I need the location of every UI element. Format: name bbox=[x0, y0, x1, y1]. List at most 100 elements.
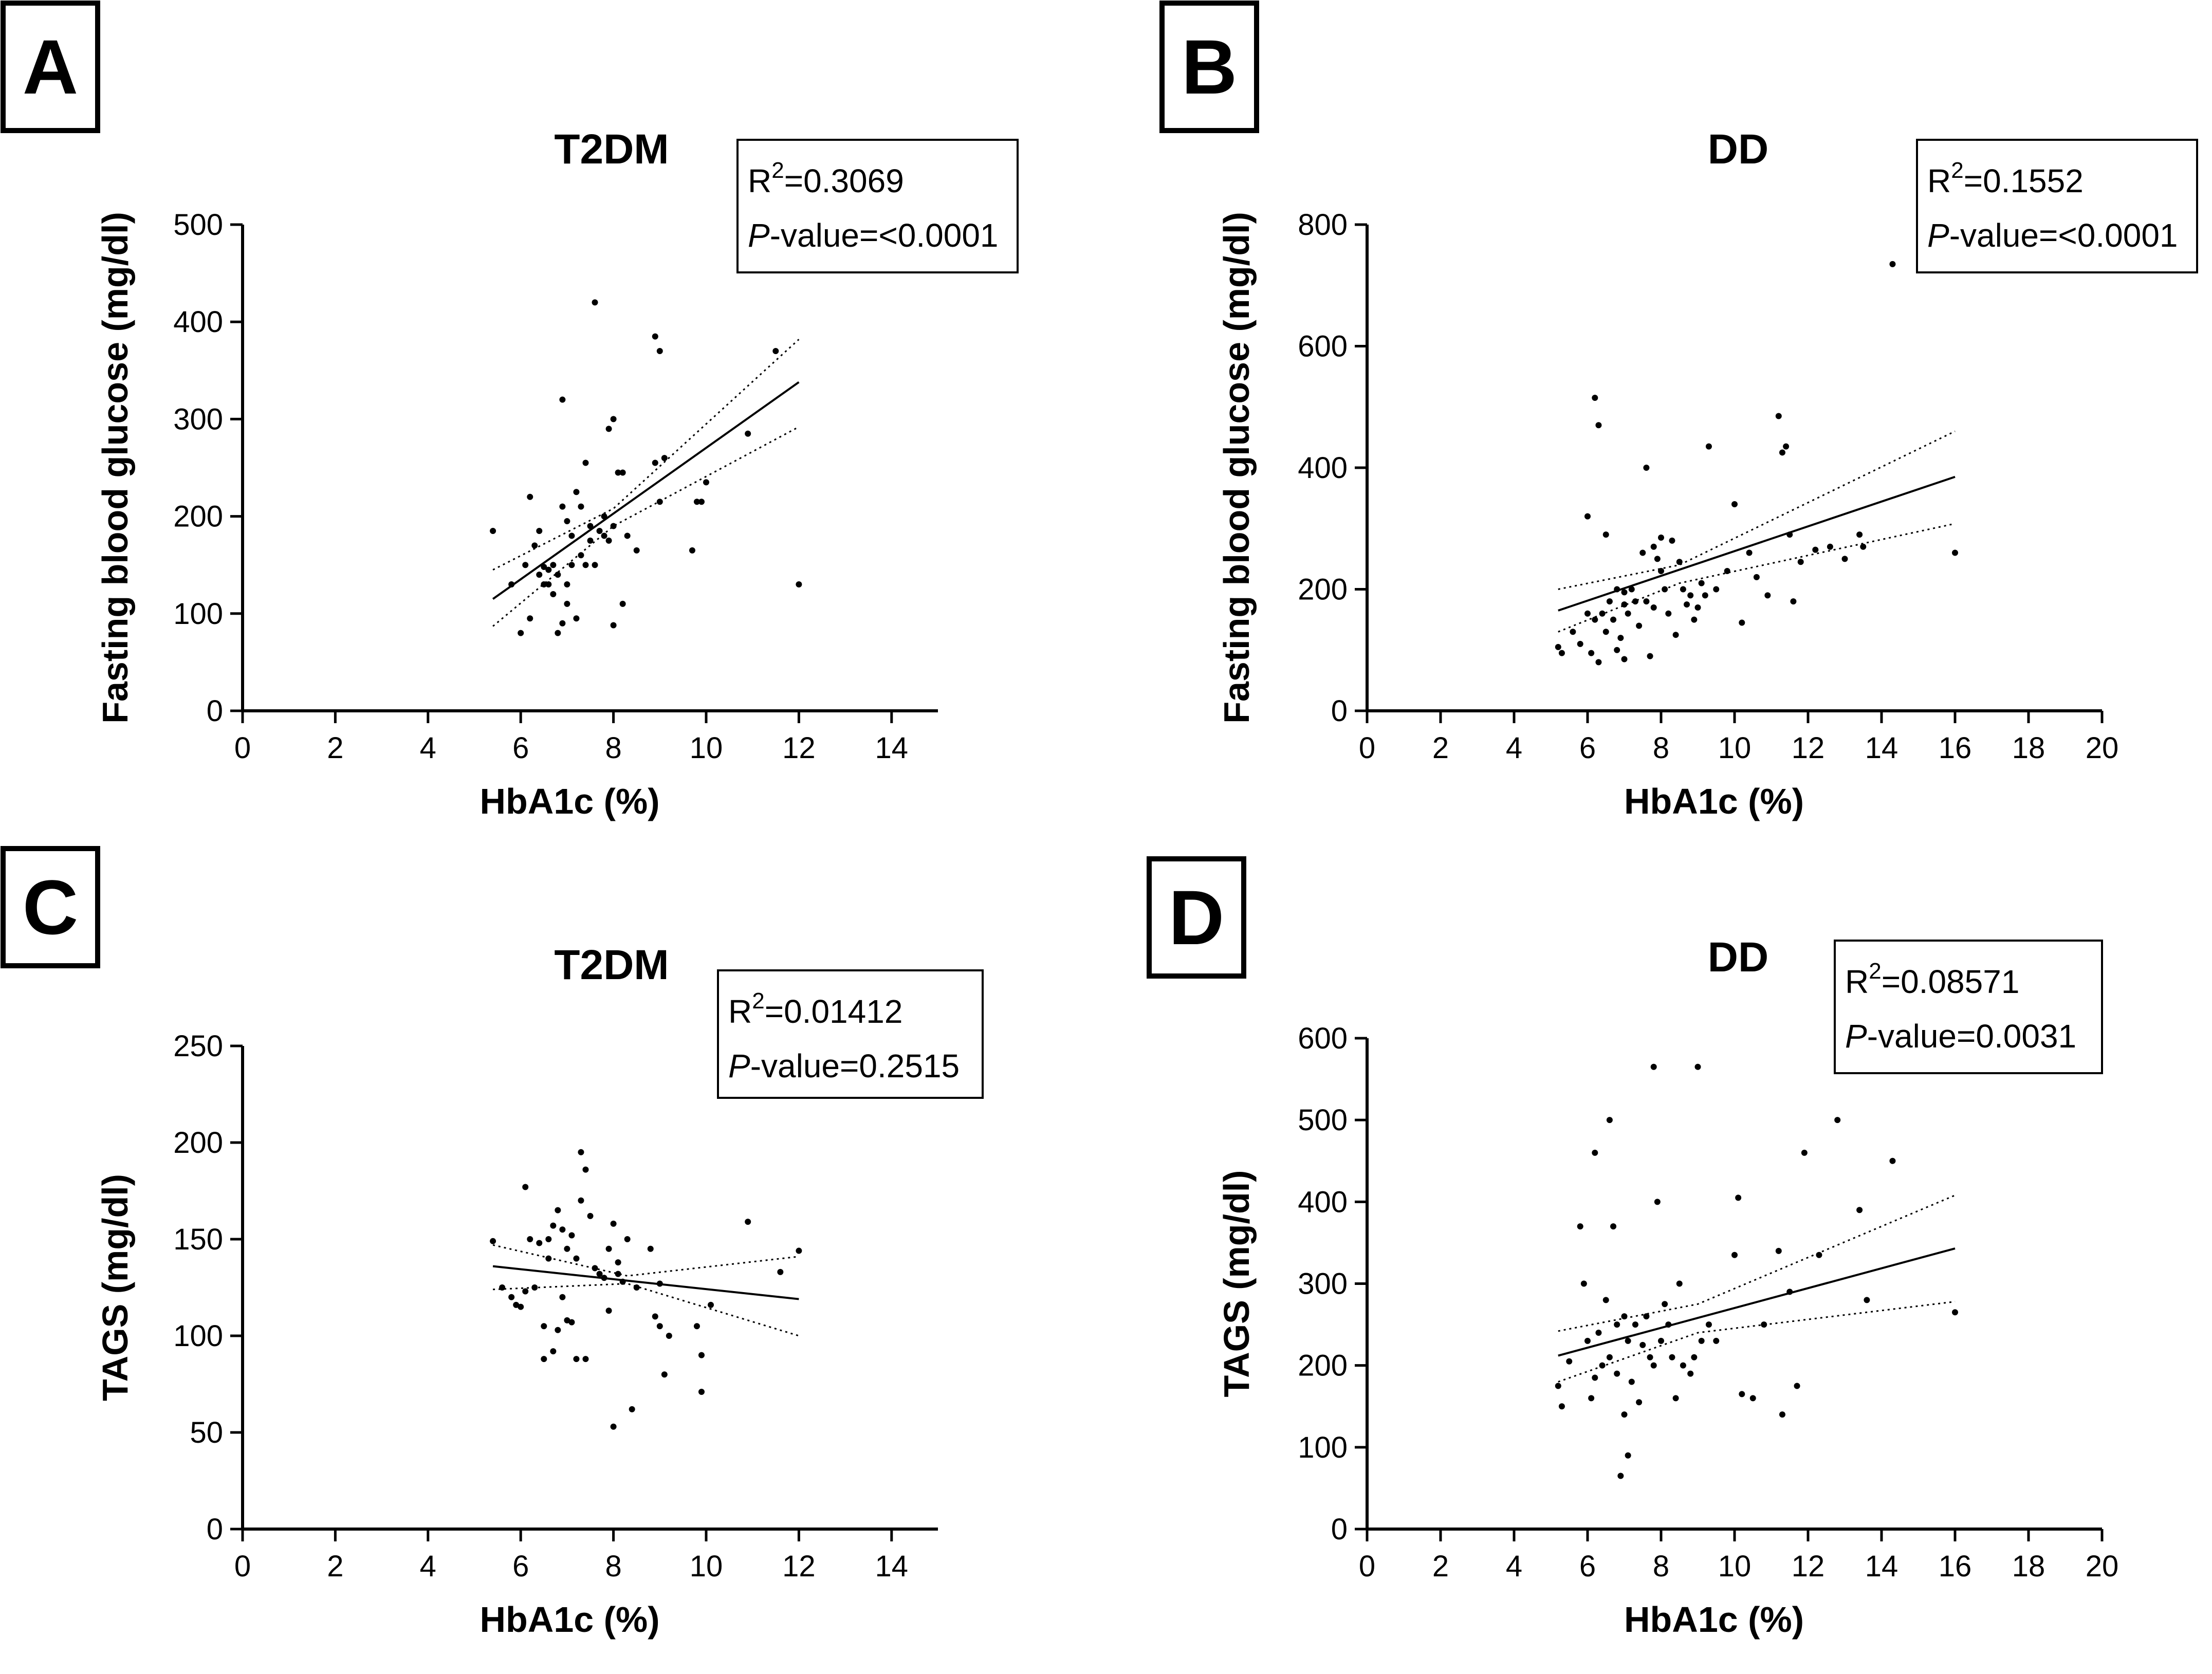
data-point bbox=[1731, 501, 1738, 507]
data-point bbox=[578, 1149, 584, 1155]
x-tick-label: 0 bbox=[1359, 731, 1375, 765]
data-point bbox=[1705, 443, 1712, 450]
data-point bbox=[559, 1226, 566, 1233]
data-point bbox=[619, 469, 626, 476]
data-point bbox=[1650, 604, 1657, 611]
regression-line bbox=[492, 1265, 799, 1300]
r-squared-label: R2=0.01412 bbox=[728, 988, 902, 1030]
panel-a: A T2DM R2=0.3069 P-value=<0.0001 0 2 4 6 8 10 12 14… bbox=[1, 1, 1019, 821]
data-point bbox=[1639, 549, 1646, 556]
data-point bbox=[536, 527, 543, 534]
data-point bbox=[564, 581, 570, 588]
data-point bbox=[1676, 1280, 1683, 1287]
data-point bbox=[1713, 1337, 1720, 1344]
data-point bbox=[578, 1197, 584, 1204]
x-tick-label: 20 bbox=[2086, 1550, 2119, 1583]
data-point bbox=[1614, 586, 1620, 593]
data-point bbox=[661, 1371, 668, 1378]
data-point bbox=[656, 499, 663, 505]
data-point bbox=[1577, 640, 1583, 647]
data-point bbox=[1632, 1321, 1638, 1328]
data-point bbox=[1786, 1289, 1793, 1295]
y-tick-label: 100 bbox=[173, 1319, 223, 1353]
data-point bbox=[587, 1212, 594, 1219]
x-tick-label: 4 bbox=[420, 1550, 436, 1583]
data-point bbox=[656, 1280, 663, 1287]
chart-title: T2DM bbox=[554, 126, 669, 173]
data-point bbox=[1856, 1207, 1863, 1213]
data-point bbox=[661, 455, 668, 462]
data-point bbox=[1735, 1194, 1742, 1201]
p-value-label: P-value=0.0031 bbox=[1845, 1018, 2076, 1055]
x-tick-label: 8 bbox=[1653, 731, 1669, 765]
data-point bbox=[1570, 629, 1576, 635]
data-point bbox=[596, 527, 603, 534]
data-point bbox=[573, 1356, 580, 1363]
y-tick-label: 0 bbox=[207, 1513, 223, 1546]
x-tick-label: 2 bbox=[327, 1550, 343, 1583]
data-point bbox=[536, 572, 543, 578]
data-point bbox=[605, 1308, 612, 1314]
data-point bbox=[1691, 616, 1698, 623]
x-tick-label: 0 bbox=[234, 731, 251, 765]
data-point bbox=[564, 1317, 570, 1323]
data-point bbox=[582, 1356, 589, 1363]
data-point bbox=[1680, 586, 1686, 593]
x-tick-label: 12 bbox=[782, 1550, 816, 1583]
data-point bbox=[1680, 1362, 1686, 1369]
data-point bbox=[633, 547, 640, 554]
x-tick-label: 6 bbox=[1579, 731, 1596, 765]
data-point bbox=[555, 572, 561, 578]
data-point bbox=[698, 1389, 705, 1395]
data-point bbox=[559, 620, 566, 627]
panel-letter-box bbox=[1, 1, 100, 133]
data-point bbox=[698, 499, 705, 505]
data-point bbox=[605, 537, 612, 544]
data-point bbox=[1739, 1391, 1745, 1397]
data-point bbox=[1588, 650, 1595, 656]
data-point bbox=[1639, 1341, 1646, 1348]
data-point bbox=[564, 518, 570, 525]
data-point bbox=[1599, 1362, 1606, 1369]
data-point bbox=[1724, 568, 1730, 575]
y-tick-label: 200 bbox=[173, 500, 223, 534]
x-tick-label: 6 bbox=[1579, 1550, 1596, 1583]
data-point bbox=[568, 562, 575, 568]
ci-lower-band bbox=[493, 1282, 799, 1337]
data-point bbox=[518, 1303, 524, 1310]
data-point bbox=[615, 1271, 621, 1277]
data-point bbox=[1952, 549, 1958, 556]
y-tick-label: 200 bbox=[1298, 573, 1348, 606]
data-point bbox=[1621, 589, 1628, 596]
x-tick-label: 4 bbox=[1506, 731, 1522, 765]
y-axis-label: TAGS (mg/dl) bbox=[1216, 1170, 1257, 1397]
data-point bbox=[522, 1288, 529, 1295]
data-point bbox=[592, 1265, 598, 1272]
data-point bbox=[568, 1319, 575, 1326]
data-point bbox=[1889, 1157, 1896, 1164]
x-tick-label: 16 bbox=[1939, 731, 1972, 765]
panel-b: B DD R2=0.1552 P-value=<0.0001 0 2 4 6 8 10 12 14 16… bbox=[1159, 1, 2198, 821]
data-point bbox=[1816, 1252, 1822, 1258]
data-point bbox=[1687, 1370, 1694, 1377]
data-point bbox=[545, 1255, 552, 1262]
data-point bbox=[1606, 598, 1613, 605]
x-tick-label: 8 bbox=[605, 1550, 621, 1583]
y-tick-label: 500 bbox=[173, 208, 223, 242]
data-point bbox=[1625, 610, 1631, 617]
x-tick-label: 10 bbox=[1718, 1550, 1752, 1583]
data-point bbox=[587, 523, 594, 529]
data-point bbox=[615, 1259, 621, 1266]
data-point bbox=[1595, 1330, 1602, 1336]
data-point bbox=[652, 333, 658, 340]
stats-box bbox=[1916, 139, 2198, 273]
data-point bbox=[522, 1184, 529, 1190]
y-tick-label: 300 bbox=[173, 402, 223, 436]
y-tick-label: 100 bbox=[1298, 1431, 1348, 1464]
data-point bbox=[1684, 601, 1690, 608]
data-point bbox=[1588, 1395, 1595, 1402]
data-point bbox=[703, 479, 709, 486]
data-point bbox=[708, 1301, 714, 1308]
p-value-label: P-value=0.2515 bbox=[728, 1047, 960, 1084]
data-point bbox=[1592, 395, 1598, 401]
